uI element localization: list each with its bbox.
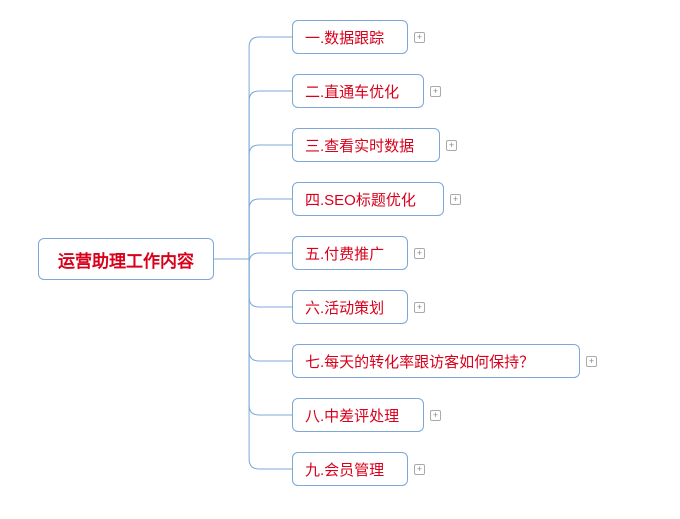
child-node-label: 五.付费推广 [305, 243, 384, 264]
root-node[interactable]: 运营助理工作内容 [38, 238, 214, 280]
child-node-label: 六.活动策划 [305, 297, 384, 318]
child-node-label: 四.SEO标题优化 [305, 189, 416, 210]
child-node[interactable]: 三.查看实时数据 [292, 128, 440, 162]
child-node[interactable]: 七.每天的转化率跟访客如何保持？ [292, 344, 580, 378]
child-node[interactable]: 一.数据跟踪 [292, 20, 408, 54]
root-label: 运营助理工作内容 [58, 247, 194, 272]
child-node-label: 二.直通车优化 [305, 81, 399, 102]
child-node-label: 八.中差评处理 [305, 405, 399, 426]
child-node-label: 一.数据跟踪 [305, 27, 384, 48]
expand-icon[interactable]: + [414, 464, 425, 475]
child-node[interactable]: 四.SEO标题优化 [292, 182, 444, 216]
expand-icon[interactable]: + [446, 140, 457, 151]
child-node[interactable]: 二.直通车优化 [292, 74, 424, 108]
expand-icon[interactable]: + [414, 302, 425, 313]
expand-icon[interactable]: + [414, 32, 425, 43]
child-node[interactable]: 六.活动策划 [292, 290, 408, 324]
expand-icon[interactable]: + [430, 410, 441, 421]
child-node-label: 九.会员管理 [305, 459, 384, 480]
expand-icon[interactable]: + [414, 248, 425, 259]
child-node[interactable]: 九.会员管理 [292, 452, 408, 486]
child-node[interactable]: 八.中差评处理 [292, 398, 424, 432]
child-node-label: 三.查看实时数据 [305, 135, 414, 156]
child-node-label: 七.每天的转化率跟访客如何保持？ [305, 351, 534, 372]
expand-icon[interactable]: + [430, 86, 441, 97]
child-node[interactable]: 五.付费推广 [292, 236, 408, 270]
expand-icon[interactable]: + [450, 194, 461, 205]
expand-icon[interactable]: + [586, 356, 597, 367]
